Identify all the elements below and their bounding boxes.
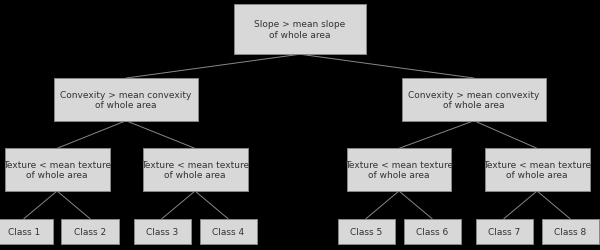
Text: Class 4: Class 4	[212, 227, 244, 236]
FancyBboxPatch shape	[199, 219, 257, 244]
FancyBboxPatch shape	[234, 5, 366, 55]
Text: Texture < mean texture
of whole area: Texture < mean texture of whole area	[3, 160, 111, 180]
FancyBboxPatch shape	[0, 219, 53, 244]
Text: Texture < mean texture
of whole area: Texture < mean texture of whole area	[345, 160, 453, 180]
Text: Convexity > mean convexity
of whole area: Convexity > mean convexity of whole area	[61, 90, 191, 110]
Text: Convexity > mean convexity
of whole area: Convexity > mean convexity of whole area	[409, 90, 539, 110]
FancyBboxPatch shape	[347, 149, 451, 191]
Text: Class 6: Class 6	[416, 227, 448, 236]
Text: Texture < mean texture
of whole area: Texture < mean texture of whole area	[141, 160, 249, 180]
FancyBboxPatch shape	[61, 219, 119, 244]
Text: Class 5: Class 5	[350, 227, 382, 236]
FancyBboxPatch shape	[134, 219, 191, 244]
Text: Class 7: Class 7	[488, 227, 520, 236]
Text: Texture < mean texture
of whole area: Texture < mean texture of whole area	[483, 160, 591, 180]
Text: Class 1: Class 1	[8, 227, 40, 236]
FancyBboxPatch shape	[143, 149, 248, 191]
Text: Slope > mean slope
of whole area: Slope > mean slope of whole area	[254, 20, 346, 40]
FancyBboxPatch shape	[485, 149, 589, 191]
FancyBboxPatch shape	[5, 149, 110, 191]
FancyBboxPatch shape	[54, 79, 198, 121]
Text: Class 8: Class 8	[554, 227, 586, 236]
FancyBboxPatch shape	[404, 219, 461, 244]
Text: Class 3: Class 3	[146, 227, 178, 236]
FancyBboxPatch shape	[337, 219, 395, 244]
FancyBboxPatch shape	[542, 219, 599, 244]
Text: Class 2: Class 2	[74, 227, 106, 236]
FancyBboxPatch shape	[402, 79, 546, 121]
FancyBboxPatch shape	[476, 219, 533, 244]
